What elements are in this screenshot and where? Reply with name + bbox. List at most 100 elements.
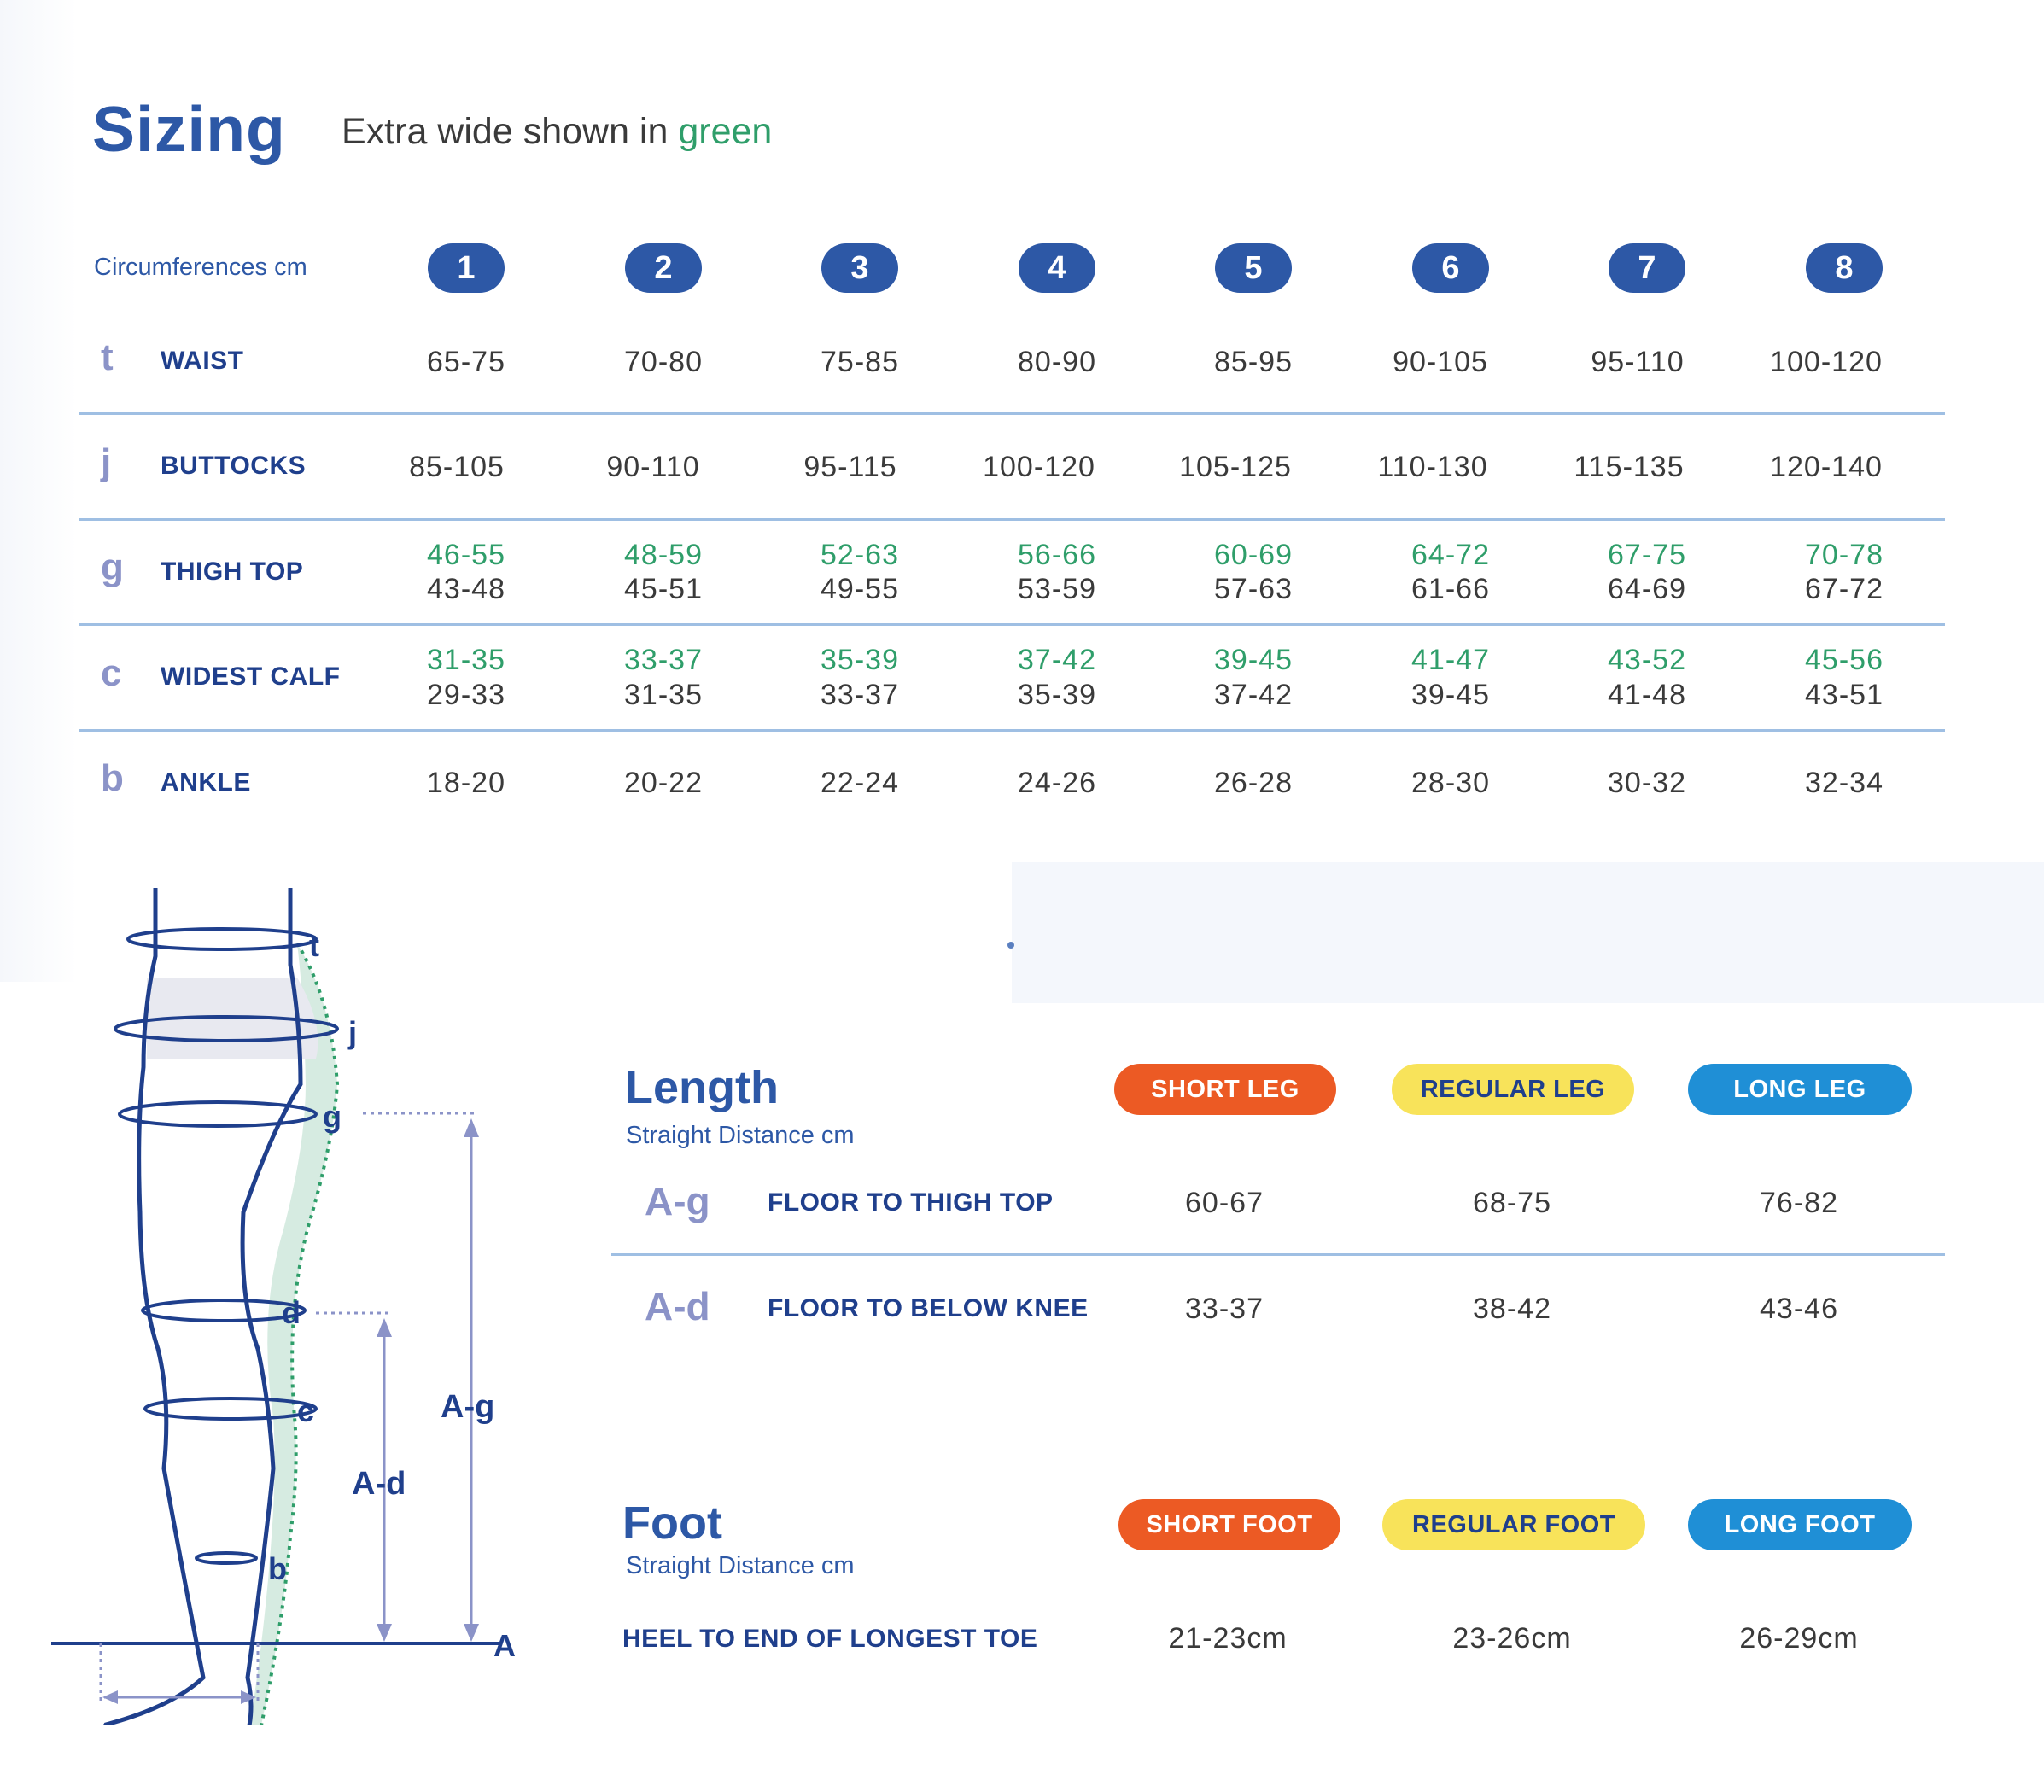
table-cell: 45-51 bbox=[624, 573, 703, 605]
row-label: BUTTOCKS bbox=[161, 452, 307, 480]
extra-wide-cell: 67-75 bbox=[1608, 539, 1686, 571]
table-cell: 70-80 bbox=[624, 346, 703, 378]
row-divider bbox=[79, 412, 1945, 415]
length-code: A-d bbox=[645, 1284, 710, 1328]
row-letter: c bbox=[101, 652, 122, 694]
subtitle-prefix: Extra wide shown in bbox=[342, 111, 679, 152]
row-divider bbox=[79, 518, 1945, 521]
circumferences-label: Circumferences cm bbox=[94, 254, 307, 281]
table-cell: 57-63 bbox=[1214, 573, 1293, 605]
thigh-ellipse bbox=[118, 1100, 318, 1128]
waist-ellipse bbox=[126, 927, 318, 951]
buttocks-ellipse bbox=[114, 1015, 339, 1042]
foot-arrow-head-right bbox=[241, 1690, 256, 1704]
table-cell: 29-33 bbox=[427, 679, 505, 711]
table-cell: 43-48 bbox=[427, 573, 505, 605]
ag-arrow-head-top bbox=[464, 1118, 479, 1137]
foot-cell: 21-23cm bbox=[1168, 1622, 1288, 1655]
table-cell: 22-24 bbox=[821, 767, 899, 799]
length-label: FLOOR TO THIGH TOP bbox=[768, 1188, 1054, 1217]
table-cell: 32-34 bbox=[1805, 767, 1883, 799]
regular-leg-pill: REGULAR LEG bbox=[1392, 1064, 1634, 1115]
row-divider bbox=[79, 623, 1945, 626]
table-cell: 65-75 bbox=[427, 346, 505, 378]
table-cell: 31-35 bbox=[624, 679, 703, 711]
extra-wide-cell: 33-37 bbox=[624, 644, 703, 676]
foot-subtitle: Straight Distance cm bbox=[626, 1552, 855, 1579]
point-label-d: d bbox=[282, 1295, 301, 1330]
foot-title: Foot bbox=[622, 1497, 722, 1549]
length-label: FLOOR TO BELOW KNEE bbox=[768, 1294, 1089, 1322]
length-title: Length bbox=[625, 1062, 779, 1113]
table-cell: 100-120 bbox=[1770, 346, 1883, 378]
long-leg-pill: LONG LEG bbox=[1688, 1064, 1912, 1115]
knee-ellipse bbox=[141, 1299, 307, 1322]
row-letter: t bbox=[101, 336, 114, 378]
extra-wide-area bbox=[249, 943, 337, 1725]
size-pill: 1 bbox=[428, 243, 505, 293]
extra-wide-cell: 31-35 bbox=[427, 644, 505, 676]
row-label: ANKLE bbox=[161, 768, 251, 797]
short-leg-pill: SHORT LEG bbox=[1114, 1064, 1336, 1115]
length-cell: 33-37 bbox=[1185, 1293, 1264, 1325]
table-cell: 24-26 bbox=[1018, 767, 1096, 799]
page-title: Sizing bbox=[92, 93, 286, 165]
table-cell: 100-120 bbox=[983, 451, 1095, 483]
size-pill: 2 bbox=[625, 243, 702, 293]
row-letter: g bbox=[101, 546, 124, 588]
foot-label: HEEL TO END OF LONGEST TOE bbox=[622, 1625, 1038, 1653]
point-label-c: c bbox=[297, 1393, 314, 1428]
row-label: WAIST bbox=[161, 347, 244, 375]
decorative-dot bbox=[1007, 942, 1014, 949]
point-label-a: A bbox=[493, 1628, 516, 1663]
foot-cell: 23-26cm bbox=[1452, 1622, 1572, 1655]
background-panel bbox=[1012, 862, 2044, 1003]
table-cell: 43-51 bbox=[1805, 679, 1883, 711]
length-cell: 43-46 bbox=[1760, 1293, 1838, 1325]
row-label: THIGH TOP bbox=[161, 557, 304, 586]
table-cell: 120-140 bbox=[1770, 451, 1883, 483]
extra-wide-cell: 43-52 bbox=[1608, 644, 1686, 676]
ankle-ellipse bbox=[195, 1551, 258, 1565]
table-cell: 75-85 bbox=[821, 346, 899, 378]
extra-wide-cell: 70-78 bbox=[1805, 539, 1883, 571]
table-cell: 64-69 bbox=[1608, 573, 1686, 605]
row-letter: b bbox=[101, 757, 124, 799]
table-cell: 85-95 bbox=[1214, 346, 1293, 378]
ad-arrow-head-top bbox=[377, 1318, 392, 1337]
length-cell: 60-67 bbox=[1185, 1187, 1264, 1219]
table-cell: 105-125 bbox=[1179, 451, 1292, 483]
row-label: WIDEST CALF bbox=[161, 663, 341, 691]
extra-wide-cell: 52-63 bbox=[821, 539, 899, 571]
table-cell: 35-39 bbox=[1018, 679, 1096, 711]
row-divider bbox=[611, 1253, 1945, 1256]
length-code: A-g bbox=[645, 1179, 710, 1223]
length-cell: 38-42 bbox=[1473, 1293, 1551, 1325]
table-cell: 20-22 bbox=[624, 767, 703, 799]
table-cell: 85-105 bbox=[409, 451, 505, 483]
size-pill: 5 bbox=[1215, 243, 1292, 293]
length-subtitle: Straight Distance cm bbox=[626, 1122, 855, 1149]
leg-outline bbox=[103, 888, 303, 1725]
extra-wide-cell: 56-66 bbox=[1018, 539, 1096, 571]
table-cell: 28-30 bbox=[1411, 767, 1490, 799]
table-cell: 33-37 bbox=[821, 679, 899, 711]
table-cell: 95-115 bbox=[803, 451, 897, 483]
size-pill: 7 bbox=[1609, 243, 1685, 293]
point-label-b: b bbox=[268, 1551, 287, 1586]
leg-diagram: t j g d c b A A-g A-d bbox=[51, 888, 516, 1725]
extra-wide-outline bbox=[260, 942, 340, 1725]
ad-arrow-head-bottom bbox=[377, 1624, 392, 1642]
ag-arrow-head-bottom bbox=[464, 1624, 479, 1642]
row-divider bbox=[79, 729, 1945, 732]
measure-label-ag: A-g bbox=[441, 1389, 494, 1425]
extra-wide-cell: 41-47 bbox=[1411, 644, 1490, 676]
table-cell: 49-55 bbox=[821, 573, 899, 605]
table-cell: 53-59 bbox=[1018, 573, 1096, 605]
extra-wide-cell: 35-39 bbox=[821, 644, 899, 676]
table-cell: 26-28 bbox=[1214, 767, 1293, 799]
table-cell: 67-72 bbox=[1805, 573, 1883, 605]
point-label-j: j bbox=[347, 1015, 357, 1050]
table-cell: 115-135 bbox=[1574, 451, 1685, 483]
size-pill: 6 bbox=[1412, 243, 1489, 293]
